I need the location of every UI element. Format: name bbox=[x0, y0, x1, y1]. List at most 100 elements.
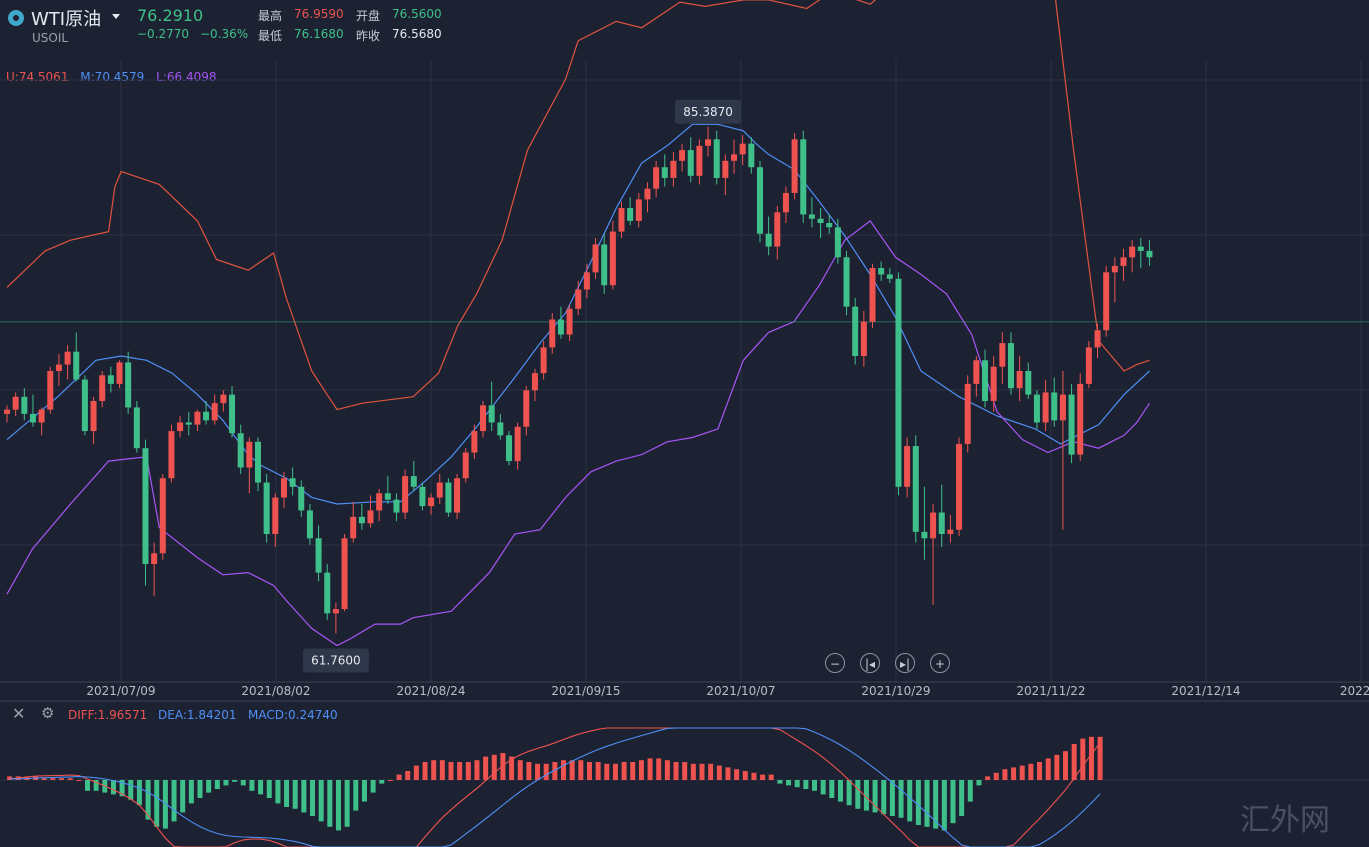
macd-histogram-bar bbox=[361, 780, 367, 802]
macd-histogram-bar bbox=[604, 763, 610, 780]
candle-body bbox=[601, 244, 608, 286]
macd-histogram-bar bbox=[976, 780, 982, 786]
chevron-down-icon[interactable] bbox=[112, 14, 120, 19]
macd-histogram-bar bbox=[318, 780, 324, 822]
candle-body bbox=[808, 214, 815, 219]
quote-header: WTI原油 USOIL 76.2910 −0.2770 −0.36% 最高 76… bbox=[0, 0, 1369, 60]
macd-histogram-bar bbox=[50, 778, 56, 780]
macd-diff-label: DIFF:1.96571 bbox=[68, 708, 148, 722]
macd-histogram-bar bbox=[760, 774, 766, 780]
candle-body bbox=[592, 244, 599, 273]
candle-body bbox=[480, 405, 487, 432]
macd-histogram-bar bbox=[933, 780, 939, 829]
candle-body bbox=[852, 306, 859, 356]
candle-body bbox=[1059, 394, 1066, 421]
candle-body bbox=[367, 510, 374, 524]
candle-body bbox=[419, 486, 426, 507]
candle-body bbox=[445, 482, 452, 513]
price-annotation-label: 61.7600 bbox=[311, 654, 361, 668]
macd-histogram-bar bbox=[387, 780, 393, 781]
candle-body bbox=[428, 497, 435, 507]
candle-body bbox=[834, 227, 841, 258]
macd-histogram-bar bbox=[950, 780, 956, 824]
x-tick-label: 2022/0 bbox=[1340, 684, 1369, 698]
candle-body bbox=[575, 289, 582, 309]
macd-histogram-bar bbox=[941, 780, 947, 831]
candle-body bbox=[756, 167, 763, 234]
macd-histogram-bar bbox=[846, 780, 852, 806]
macd-histogram-bar bbox=[656, 758, 662, 780]
macd-histogram-bar bbox=[907, 780, 913, 822]
x-tick-label: 2021/10/07 bbox=[706, 684, 775, 698]
zoom-out-icon[interactable]: − bbox=[825, 653, 845, 673]
candle-body bbox=[220, 394, 227, 404]
macd-histogram-bar bbox=[595, 762, 601, 780]
macd-histogram-bar bbox=[777, 780, 783, 784]
skip-back-icon[interactable]: |◂ bbox=[860, 653, 880, 673]
open-label: 开盘 bbox=[356, 9, 381, 23]
candle-body bbox=[687, 150, 694, 176]
high-value: 76.9590 bbox=[294, 7, 344, 21]
macd-histogram-bar bbox=[924, 780, 930, 827]
prev-close-label: 昨收 bbox=[356, 29, 381, 43]
macd-diff-line bbox=[9, 727, 1101, 847]
close-icon[interactable]: ✕ bbox=[12, 704, 26, 723]
candle-body bbox=[341, 538, 348, 610]
macd-histogram-bar bbox=[630, 762, 636, 780]
macd-histogram-bar bbox=[716, 765, 722, 780]
zoom-in-icon[interactable]: + bbox=[930, 653, 950, 673]
macd-histogram-bar bbox=[136, 780, 142, 806]
macd-histogram-bar bbox=[413, 765, 419, 780]
macd-histogram-bar bbox=[915, 780, 921, 825]
watermark: 汇外网 bbox=[1240, 803, 1330, 838]
symbol-logo-icon bbox=[8, 10, 24, 26]
candle-body bbox=[514, 426, 521, 462]
candle-body bbox=[696, 145, 703, 176]
candle-body bbox=[895, 278, 902, 487]
macd-histogram-bar bbox=[258, 780, 264, 795]
macd-histogram-bar bbox=[1054, 754, 1060, 780]
macd-histogram-bar bbox=[448, 762, 454, 780]
candle-body bbox=[653, 167, 660, 189]
macd-histogram-bar bbox=[621, 762, 627, 780]
macd-histogram-bar bbox=[379, 780, 385, 784]
macd-histogram-bar bbox=[310, 780, 316, 816]
macd-histogram-bar bbox=[93, 780, 99, 791]
macd-histogram-bar bbox=[1002, 769, 1008, 780]
candle-body bbox=[73, 351, 80, 380]
candle-body bbox=[973, 360, 980, 384]
macd-histogram-bar bbox=[266, 780, 272, 798]
candle-body bbox=[921, 531, 928, 539]
macd-histogram-bar bbox=[344, 780, 350, 827]
candle-body bbox=[627, 207, 634, 221]
x-tick-label: 2021/11/22 bbox=[1016, 684, 1085, 698]
macd-histogram-bar bbox=[483, 756, 489, 780]
macd-histogram-bar bbox=[284, 780, 290, 807]
low-label: 最低 bbox=[258, 29, 283, 43]
candle-body bbox=[1085, 347, 1092, 384]
macd-histogram-bar bbox=[898, 780, 904, 818]
macd-dea-line bbox=[9, 727, 1101, 847]
macd-histogram-bar bbox=[405, 771, 411, 780]
symbol-name[interactable]: WTI原油 bbox=[31, 9, 102, 30]
x-tick-label: 2021/12/14 bbox=[1171, 684, 1240, 698]
gear-icon[interactable]: ⚙ bbox=[41, 704, 55, 722]
candle-body bbox=[1111, 265, 1118, 273]
candle-body bbox=[557, 319, 564, 335]
candle-body bbox=[229, 394, 236, 434]
prev-close-value: 76.5680 bbox=[392, 27, 442, 41]
macd-histogram-bar bbox=[889, 780, 895, 816]
candle-body bbox=[298, 486, 305, 511]
candle-body bbox=[549, 319, 556, 348]
macd-histogram-bar bbox=[162, 780, 168, 829]
macd-histogram-bar bbox=[500, 753, 506, 780]
price-annotation-box bbox=[675, 99, 742, 124]
symbol-code: USOIL bbox=[32, 31, 69, 45]
candle-body bbox=[1120, 257, 1127, 266]
skip-forward-icon[interactable]: ▸| bbox=[895, 653, 915, 673]
candle-body bbox=[21, 396, 28, 414]
candle-body bbox=[272, 497, 279, 535]
macd-histogram-bar bbox=[145, 780, 151, 820]
candle-body bbox=[618, 207, 625, 232]
